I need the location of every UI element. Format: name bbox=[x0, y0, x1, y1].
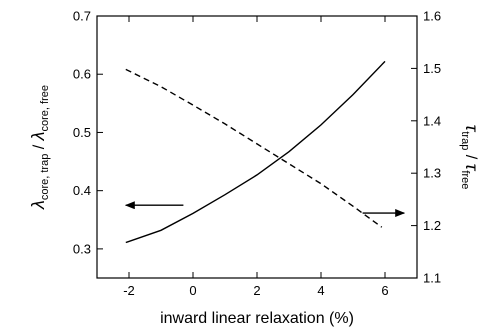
y2-label-slash: / bbox=[462, 150, 479, 163]
y2-tick-label: 1.1 bbox=[423, 271, 441, 286]
y-tick-label: 0.7 bbox=[73, 9, 91, 24]
y2-label-main-num: τ bbox=[462, 125, 482, 133]
plot-frame bbox=[96, 15, 418, 279]
series-line-solid bbox=[125, 60, 386, 244]
x-tick-label: 4 bbox=[317, 283, 324, 298]
y2-tick-label: 1.3 bbox=[423, 166, 441, 181]
y-label-slash: / bbox=[31, 140, 48, 153]
x-tick-label: 6 bbox=[381, 283, 388, 298]
y2-tick-label: 1.2 bbox=[423, 218, 441, 233]
y2-label-sub-num: trap bbox=[459, 131, 471, 150]
y2-axis-title: τtrap / τfree bbox=[459, 125, 482, 190]
y2-tick-label: 1.4 bbox=[423, 113, 441, 128]
x-tick-label: 0 bbox=[189, 283, 196, 298]
y-label-sub-den: core, free bbox=[39, 85, 51, 131]
y-tick-label: 0.5 bbox=[73, 125, 91, 140]
y2-tick-label: 1.5 bbox=[423, 61, 441, 76]
y-tick-label: 0.4 bbox=[73, 183, 91, 198]
ticks: -2 0 2 4 6 0.3 0.4 0.5 0.6 0.7 1.1 1.2 1.3 1.4 1.5 1.6 bbox=[73, 9, 441, 299]
series-line-dashed bbox=[125, 68, 383, 228]
y-tick-label: 0.3 bbox=[73, 241, 91, 256]
x-axis-title: inward linear relaxation (%) bbox=[160, 310, 354, 327]
y-axis-title: λcore, trap / λcore, free bbox=[28, 85, 51, 210]
y-label-main-den: λ bbox=[28, 131, 48, 141]
y2-label-main-den: τ bbox=[462, 164, 482, 172]
x-tick-label: -2 bbox=[123, 283, 135, 298]
y2-tick-label: 1.6 bbox=[423, 9, 441, 24]
annotations bbox=[124, 201, 406, 218]
y-label-sub-num: core, trap bbox=[39, 154, 51, 200]
y2-label-sub-den: free bbox=[459, 170, 471, 189]
x-tick-label: 2 bbox=[253, 283, 260, 298]
y-tick-label: 0.6 bbox=[73, 67, 91, 82]
y-label-main-num: λ bbox=[28, 200, 48, 210]
series bbox=[125, 60, 386, 244]
